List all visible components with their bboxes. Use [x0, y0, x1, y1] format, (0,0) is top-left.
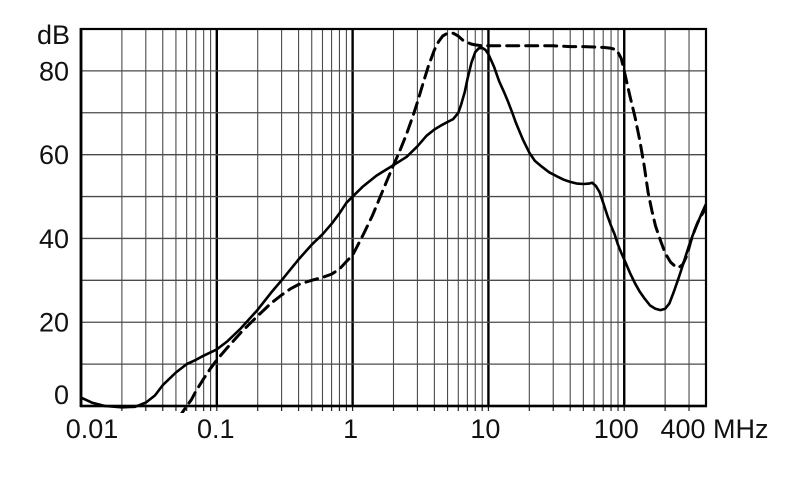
x-tick-label: 100 — [594, 414, 639, 444]
y-tick-label: 0 — [54, 380, 69, 410]
x-tick-label: 10 — [470, 414, 500, 444]
y-tick-label: 20 — [39, 308, 69, 338]
y-tick-label: 80 — [39, 56, 69, 86]
x-tick-label: 400 — [660, 414, 705, 444]
y-axis-unit-label: dB — [37, 20, 70, 50]
dashed-curve-path — [180, 31, 707, 413]
x-tick-label: 0.01 — [66, 414, 119, 444]
solid-curve-path — [80, 46, 707, 409]
y-tick-label: 40 — [39, 224, 69, 254]
y-tick-label: 60 — [39, 140, 69, 170]
x-axis-unit-label: MHz — [713, 414, 769, 444]
x-tick-label: 0.1 — [197, 414, 235, 444]
x-tick-label: 1 — [343, 414, 358, 444]
